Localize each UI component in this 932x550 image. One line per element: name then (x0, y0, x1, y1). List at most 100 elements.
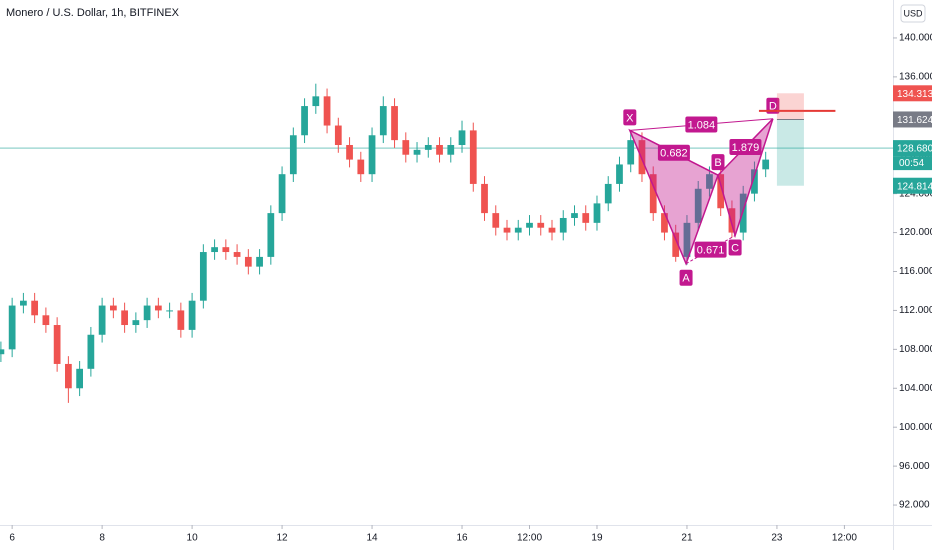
candle-body (706, 174, 713, 189)
candle-body (334, 125, 342, 145)
x-tick-label: 19 (591, 533, 603, 544)
candle-body (53, 325, 61, 364)
target-price-tag: 124.814 (897, 181, 932, 192)
candle-body (312, 96, 320, 107)
last-price-tag: 128.680 (897, 144, 932, 155)
candle-body (469, 130, 477, 184)
countdown-box (893, 156, 932, 171)
candle-body (514, 227, 522, 233)
candle-body (649, 174, 657, 214)
chart-title: Monero / U.S. Dollar, 1h, BITFINEX (6, 7, 180, 19)
candle-body (357, 159, 365, 175)
pattern-point-label: A (682, 273, 690, 285)
candle-body (20, 300, 27, 306)
candle-body (267, 213, 275, 257)
candle-body (728, 208, 736, 233)
pattern-point-label-box (766, 97, 780, 114)
currency-button[interactable] (900, 4, 926, 23)
pattern-ratio-box (685, 116, 718, 133)
pattern-ratio-box (694, 241, 727, 258)
candle-body (436, 144, 443, 155)
candle-body (481, 183, 488, 214)
x-tick-label: 12:00 (832, 533, 857, 544)
pattern-leg (717, 118, 774, 176)
candle-body (548, 227, 556, 233)
candle-body (526, 222, 533, 228)
candle-body (661, 213, 668, 233)
candle-body (65, 363, 72, 389)
y-tick-label: 100.000 (899, 422, 932, 433)
candle-body (154, 305, 162, 311)
pattern-leg (629, 129, 719, 176)
candle-body (109, 305, 117, 311)
candle-body (289, 135, 297, 175)
candle-body (739, 193, 747, 233)
x-tick-label: 8 (99, 533, 105, 544)
pattern-point-label: X (626, 112, 634, 124)
candle-body (672, 232, 680, 257)
candle-body (627, 140, 635, 165)
pattern-point-label-box (679, 269, 693, 286)
candle-body (132, 320, 140, 326)
candle-body (87, 334, 95, 369)
candle-body (256, 256, 263, 267)
candle-body (233, 252, 241, 257)
pattern-point-label-box (728, 239, 742, 256)
pattern-point-label: D (769, 101, 777, 113)
x-tick-label: 14 (366, 533, 378, 544)
candle-body (447, 144, 455, 155)
pattern-point-label-box (711, 154, 725, 171)
candle-body (593, 203, 601, 223)
x-tick-label: 23 (771, 533, 783, 544)
stop-price-tag: 134.313 (897, 89, 932, 100)
candle-body (638, 140, 646, 175)
candle-body (211, 247, 218, 253)
y-tick-label: 108.000 (899, 344, 932, 355)
candle-body (76, 368, 84, 389)
y-tick-label: 96.000 (899, 461, 930, 472)
candle-body (244, 256, 252, 267)
candle-body (368, 135, 376, 175)
candle-body (8, 305, 16, 350)
x-tick-label: 12 (277, 533, 289, 544)
y-tick-label: 92.000 (899, 500, 930, 511)
candle-body (121, 310, 128, 326)
candle-body (458, 130, 466, 145)
candle-body (762, 159, 770, 170)
candle-body (571, 213, 578, 218)
candle-body (616, 164, 623, 184)
candle-body (694, 188, 702, 223)
y-tick-label: 120.000 (899, 227, 932, 238)
pattern-ratio-box (657, 144, 690, 161)
entry-price-tag-box (893, 111, 932, 128)
candle-body (492, 213, 500, 228)
candle-body (278, 174, 286, 214)
candle-body (42, 315, 50, 326)
pattern-point-label: B (714, 157, 721, 169)
countdown: 00:54 (899, 158, 924, 169)
pattern-point-label-box (623, 109, 637, 126)
y-tick-label: 112.000 (899, 305, 932, 316)
pattern-leg (685, 235, 736, 265)
pattern-ratio: 1.084 (688, 119, 716, 131)
x-tick-label: 10 (187, 533, 199, 544)
currency-label[interactable]: USD (903, 8, 923, 18)
candle-body (424, 144, 432, 150)
candle-body (391, 106, 398, 141)
pattern-ratio: 0.682 (660, 148, 688, 160)
y-tick-label: 140.000 (899, 33, 932, 44)
target-price-tag-box (893, 177, 932, 194)
candle-body (402, 140, 410, 155)
entry-price-tag: 131.624 (897, 115, 932, 126)
candle-body (751, 169, 758, 194)
candle-body (683, 222, 691, 257)
candle-body (222, 247, 230, 253)
last-price-tag-box (893, 140, 932, 157)
candle-body (503, 227, 511, 233)
candle-body (301, 106, 308, 136)
candle-body (143, 305, 151, 321)
y-tick-label: 104.000 (899, 383, 932, 394)
candle-body (166, 310, 173, 312)
